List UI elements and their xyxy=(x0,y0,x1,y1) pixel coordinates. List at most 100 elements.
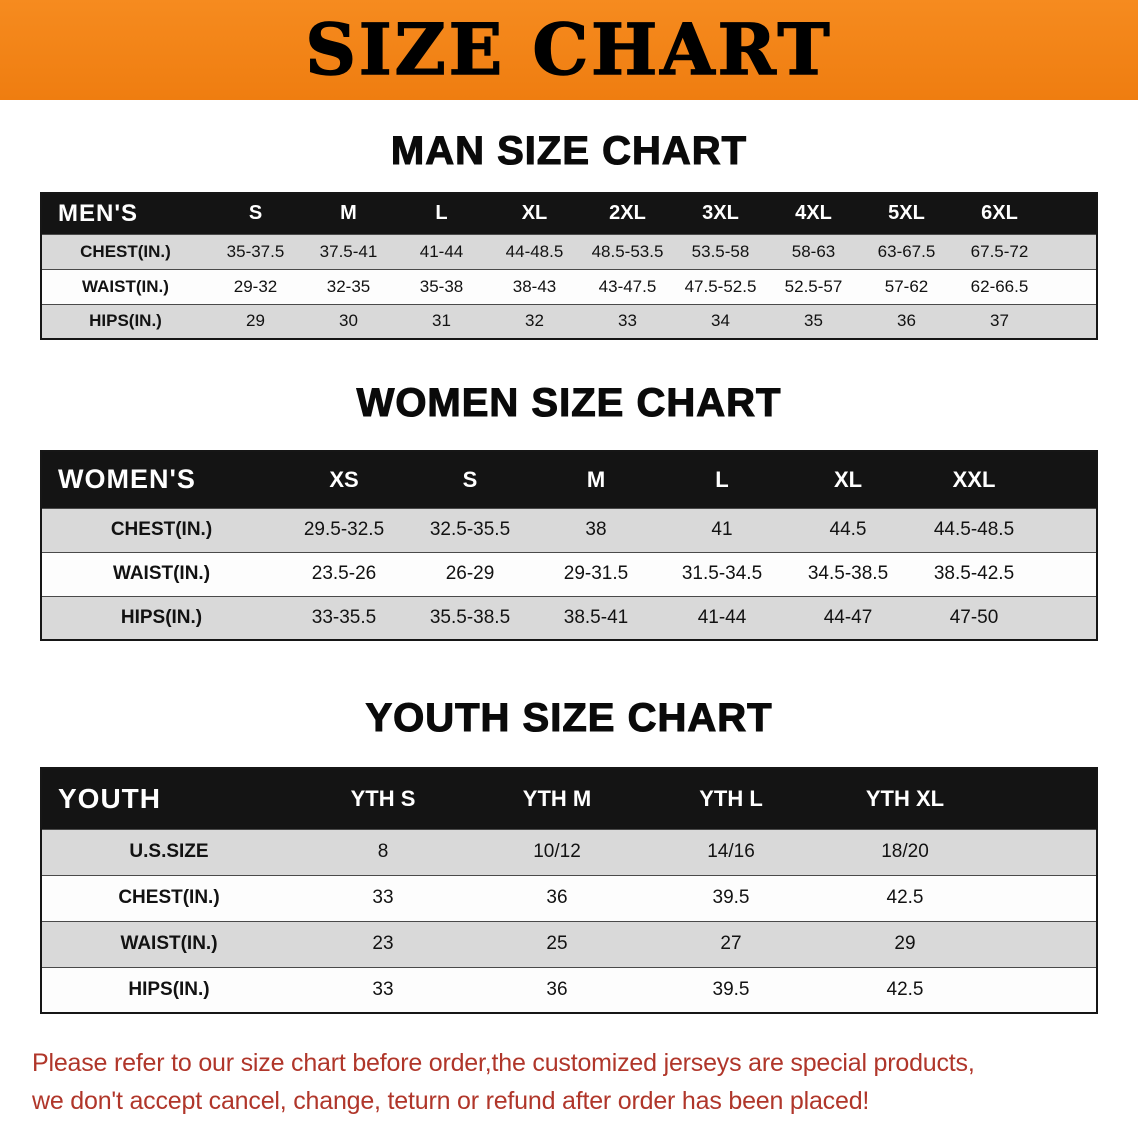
size-column-header: XS xyxy=(329,466,359,492)
size-column-header: S xyxy=(462,466,478,492)
size-value-cell: 31 xyxy=(432,311,451,331)
youth-size-chart-heading: YOUTH SIZE CHART xyxy=(365,695,773,740)
table-row: U.S.SIZE 8 10/12 14/16 18/20 xyxy=(41,829,1097,875)
men-size-table: MEN'S S M L XL 2XL 3XL 4XL 5XL 6XL CHEST(IN.) 35-37… xyxy=(40,192,1098,340)
size-value-cell: 37.5-41 xyxy=(319,241,378,261)
size-value-cell: 29 xyxy=(894,933,916,954)
youth-size-chart-section: YOUTH SIZE CHART YOUTH YTH S YTH M YTH L YTH… xyxy=(0,695,1138,1014)
size-column-header: M xyxy=(340,202,357,225)
size-column-header: XXL xyxy=(952,466,996,492)
size-value-cell: 29-32 xyxy=(233,276,278,296)
size-value-cell: 41-44 xyxy=(419,241,464,261)
size-value-cell: 35.5-38.5 xyxy=(429,606,511,628)
disclaimer-line-1: Please refer to our size chart before or… xyxy=(32,1049,975,1077)
row-label: CHEST(IN.) xyxy=(118,887,220,908)
size-value-cell: 35-37.5 xyxy=(226,241,285,261)
table-row: HIPS(IN.) 33 36 39.5 42.5 xyxy=(41,967,1097,1013)
table-row: CHEST(IN.) 33 36 39.5 42.5 xyxy=(41,875,1097,921)
table-title-cell: WOMEN'S xyxy=(58,464,196,495)
size-value-cell: 23.5-26 xyxy=(311,563,377,584)
size-column-header: 3XL xyxy=(702,202,739,225)
size-column-header: M xyxy=(586,466,606,492)
filler-cell xyxy=(1046,193,1097,234)
filler-cell xyxy=(992,768,1097,829)
size-value-cell: 35 xyxy=(804,311,823,331)
size-value-cell: 48.5-53.5 xyxy=(591,241,664,261)
row-label: CHEST(IN.) xyxy=(80,241,171,261)
size-value-cell: 32 xyxy=(525,311,544,331)
size-value-cell: 44-48.5 xyxy=(505,241,564,261)
table-row: WAIST(IN.) 23.5-26 26-29 29-31.5 31.5-34.5 34… xyxy=(41,552,1097,596)
size-value-cell: 53.5-58 xyxy=(691,241,750,261)
size-value-cell: 41 xyxy=(711,519,733,540)
size-column-header: YTH S xyxy=(350,785,416,811)
size-value-cell: 44.5-48.5 xyxy=(933,519,1015,540)
table-row: WAIST(IN.) 23 25 27 29 xyxy=(41,921,1097,967)
size-value-cell: 39.5 xyxy=(712,978,750,1000)
size-value-cell: 33 xyxy=(372,887,394,908)
size-column-header: L xyxy=(715,466,729,492)
size-value-cell: 42.5 xyxy=(886,887,924,908)
row-label: U.S.SIZE xyxy=(129,841,209,862)
size-value-cell: 32-35 xyxy=(326,276,371,296)
filler-cell xyxy=(1037,508,1097,552)
size-value-cell: 52.5-57 xyxy=(784,276,843,296)
man-size-chart-heading: MAN SIZE CHART xyxy=(390,128,748,173)
size-value-cell: 36 xyxy=(897,311,916,331)
row-label: CHEST(IN.) xyxy=(110,519,213,540)
women-size-chart-heading: WOMEN SIZE CHART xyxy=(356,380,782,425)
size-value-cell: 8 xyxy=(377,841,389,862)
size-value-cell: 47-50 xyxy=(949,606,999,628)
size-value-cell: 25 xyxy=(546,933,568,954)
size-column-header: YTH M xyxy=(522,785,592,811)
size-value-cell: 29-31.5 xyxy=(563,563,629,584)
size-chart-banner-title: SIZE CHART xyxy=(305,8,833,91)
table-title-cell: YOUTH xyxy=(58,782,161,814)
size-value-cell: 38.5-41 xyxy=(563,606,629,628)
women-size-chart-section: WOMEN SIZE CHART WOMEN'S XS S M L XL XXL CHEST(… xyxy=(0,380,1138,641)
size-value-cell: 44.5 xyxy=(829,519,867,540)
table-header-row: WOMEN'S XS S M L XL XXL xyxy=(41,451,1097,508)
women-size-table: WOMEN'S XS S M L XL XXL CHEST(IN.) 29.5-32.5 32.5… xyxy=(40,450,1098,641)
size-chart-banner: SIZE CHART xyxy=(0,0,1138,100)
size-value-cell: 36 xyxy=(546,887,568,908)
size-value-cell: 37 xyxy=(990,311,1009,331)
size-value-cell: 34 xyxy=(711,311,730,331)
size-column-header: XL xyxy=(521,202,548,225)
filler-cell xyxy=(1037,451,1097,508)
filler-cell xyxy=(1046,304,1097,339)
size-value-cell: 34.5-38.5 xyxy=(807,563,889,584)
size-value-cell: 33 xyxy=(372,978,394,1000)
filler-cell xyxy=(992,967,1097,1013)
size-value-cell: 10/12 xyxy=(533,841,581,862)
size-value-cell: 31.5-34.5 xyxy=(681,563,763,584)
size-value-cell: 14/16 xyxy=(707,841,755,862)
size-value-cell: 23 xyxy=(372,933,394,954)
size-value-cell: 38-43 xyxy=(512,276,557,296)
disclaimer-line-2: we don't accept cancel, change, teturn o… xyxy=(32,1087,870,1115)
size-value-cell: 32.5-35.5 xyxy=(429,519,511,540)
size-column-header: L xyxy=(435,202,448,225)
size-value-cell: 63-67.5 xyxy=(877,241,936,261)
size-value-cell: 57-62 xyxy=(884,276,929,296)
size-column-header: 6XL xyxy=(981,202,1018,225)
size-value-cell: 30 xyxy=(339,311,358,331)
size-value-cell: 41-44 xyxy=(697,606,747,628)
table-header-row: YOUTH YTH S YTH M YTH L YTH XL xyxy=(41,768,1097,829)
size-value-cell: 26-29 xyxy=(445,563,495,584)
filler-cell xyxy=(992,829,1097,875)
size-column-header: 2XL xyxy=(609,202,646,225)
filler-cell xyxy=(1037,552,1097,596)
table-row: CHEST(IN.) 35-37.5 37.5-41 41-44 44-48.5 48.5… xyxy=(41,234,1097,269)
disclaimer: Please refer to our size chart before or… xyxy=(0,1044,1138,1134)
filler-cell xyxy=(1046,234,1097,269)
size-column-header: YTH L xyxy=(699,785,763,811)
youth-size-table: YOUTH YTH S YTH M YTH L YTH XL U.S.SIZE 8 10/12… xyxy=(40,767,1098,1014)
size-value-cell: 42.5 xyxy=(886,978,924,1000)
size-column-header: S xyxy=(248,202,263,225)
size-value-cell: 33 xyxy=(618,311,637,331)
size-value-cell: 33-35.5 xyxy=(311,606,377,628)
size-value-cell: 39.5 xyxy=(712,887,750,908)
filler-cell xyxy=(1046,269,1097,304)
size-value-cell: 62-66.5 xyxy=(970,276,1029,296)
